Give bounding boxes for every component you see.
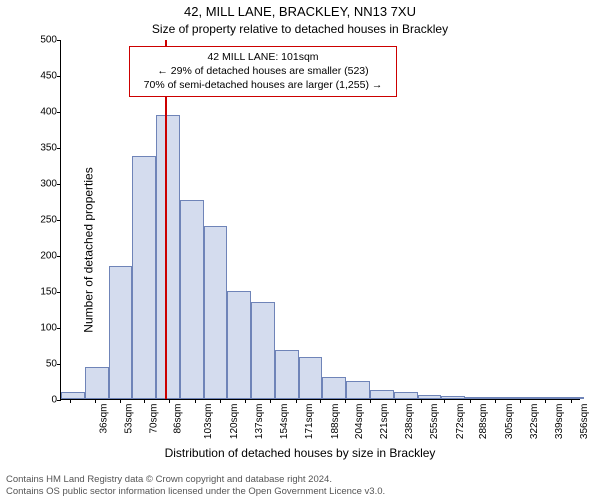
ytick-mark xyxy=(57,328,61,329)
callout-line1: 42 MILL LANE: 101sqm xyxy=(136,50,390,64)
histogram-bar xyxy=(156,115,180,399)
xtick-mark xyxy=(370,399,371,403)
xtick-label: 305sqm xyxy=(504,404,515,440)
xtick-mark xyxy=(571,399,572,403)
ytick-label: 200 xyxy=(25,251,57,262)
xtick-label: 255sqm xyxy=(429,404,440,440)
xtick-mark xyxy=(345,399,346,403)
ytick-mark xyxy=(57,256,61,257)
ytick-label: 50 xyxy=(25,359,57,370)
histogram-bar xyxy=(132,156,156,399)
xtick-label: 288sqm xyxy=(478,404,489,440)
xtick-mark xyxy=(144,399,145,403)
histogram-bar xyxy=(346,381,370,399)
ytick-label: 150 xyxy=(25,287,57,298)
xtick-mark xyxy=(520,399,521,403)
histogram-bar xyxy=(536,397,560,399)
xtick-mark xyxy=(70,399,71,403)
ytick-mark xyxy=(57,400,61,401)
xtick-label: 86sqm xyxy=(173,404,184,434)
callout-line2: ← 29% of detached houses are smaller (52… xyxy=(136,64,390,78)
histogram-bar xyxy=(251,302,275,399)
footer-attribution: Contains HM Land Registry data © Crown c… xyxy=(6,474,594,498)
xtick-label: 339sqm xyxy=(554,404,565,440)
xtick-mark xyxy=(296,399,297,403)
ytick-label: 100 xyxy=(25,323,57,334)
ytick-mark xyxy=(57,364,61,365)
plot-area: 42 MILL LANE: 101sqm ← 29% of detached h… xyxy=(60,40,580,400)
xtick-mark xyxy=(444,399,445,403)
xtick-label: 221sqm xyxy=(379,404,390,440)
histogram-bar xyxy=(394,392,418,399)
page-title: 42, MILL LANE, BRACKLEY, NN13 7XU xyxy=(0,4,600,19)
ytick-label: 450 xyxy=(25,71,57,82)
xtick-mark xyxy=(195,399,196,403)
xtick-label: 356sqm xyxy=(579,404,590,440)
xtick-label: 238sqm xyxy=(404,404,415,440)
callout-box: 42 MILL LANE: 101sqm ← 29% of detached h… xyxy=(129,46,397,97)
ytick-label: 250 xyxy=(25,215,57,226)
ytick-mark xyxy=(57,292,61,293)
xtick-mark xyxy=(270,399,271,403)
ytick-mark xyxy=(57,148,61,149)
xtick-mark xyxy=(495,399,496,403)
histogram-bar xyxy=(180,200,204,399)
ytick-label: 400 xyxy=(25,107,57,118)
xtick-mark xyxy=(395,399,396,403)
footer-line1: Contains HM Land Registry data © Crown c… xyxy=(6,474,594,486)
callout-line3: 70% of semi-detached houses are larger (… xyxy=(136,78,390,92)
xtick-mark xyxy=(545,399,546,403)
ytick-mark xyxy=(57,220,61,221)
xtick-label: 53sqm xyxy=(124,404,135,434)
ytick-label: 350 xyxy=(25,143,57,154)
xtick-label: 103sqm xyxy=(204,404,215,440)
xtick-mark xyxy=(320,399,321,403)
xtick-label: 36sqm xyxy=(98,404,109,434)
xtick-label: 322sqm xyxy=(529,404,540,440)
xtick-label: 171sqm xyxy=(305,404,316,440)
histogram-bar xyxy=(322,377,346,399)
xtick-mark xyxy=(95,399,96,403)
histogram-bar xyxy=(370,390,394,399)
histogram-bar xyxy=(109,266,133,399)
xtick-label: 70sqm xyxy=(149,404,160,434)
xtick-label: 120sqm xyxy=(229,404,240,440)
xtick-label: 154sqm xyxy=(279,404,290,440)
xtick-mark xyxy=(220,399,221,403)
ytick-mark xyxy=(57,184,61,185)
xtick-label: 188sqm xyxy=(330,404,341,440)
histogram-bar xyxy=(61,392,85,399)
histogram-bar xyxy=(204,226,228,399)
ytick-mark xyxy=(57,76,61,77)
ytick-label: 300 xyxy=(25,179,57,190)
histogram-bar xyxy=(560,397,584,399)
ytick-mark xyxy=(57,40,61,41)
chart-container: 42, MILL LANE, BRACKLEY, NN13 7XU Size o… xyxy=(0,0,600,500)
xtick-mark xyxy=(421,399,422,403)
xtick-mark xyxy=(470,399,471,403)
xtick-mark xyxy=(120,399,121,403)
histogram-bar xyxy=(275,350,299,399)
histogram-bar xyxy=(513,397,537,399)
xtick-label: 272sqm xyxy=(455,404,466,440)
histogram-bar xyxy=(227,291,251,399)
xtick-mark xyxy=(169,399,170,403)
xtick-label: 204sqm xyxy=(354,404,365,440)
plot-axes: 42 MILL LANE: 101sqm ← 29% of detached h… xyxy=(60,40,580,400)
ytick-label: 500 xyxy=(25,35,57,46)
footer-line2: Contains OS public sector information li… xyxy=(6,486,594,498)
ytick-label: 0 xyxy=(25,395,57,406)
histogram-bar xyxy=(299,357,323,399)
histogram-bar xyxy=(489,397,513,399)
chart-subtitle: Size of property relative to detached ho… xyxy=(0,22,600,36)
histogram-bar xyxy=(85,367,109,399)
ytick-mark xyxy=(57,112,61,113)
xtick-mark xyxy=(245,399,246,403)
xtick-label: 137sqm xyxy=(254,404,265,440)
x-axis-label: Distribution of detached houses by size … xyxy=(0,446,600,460)
